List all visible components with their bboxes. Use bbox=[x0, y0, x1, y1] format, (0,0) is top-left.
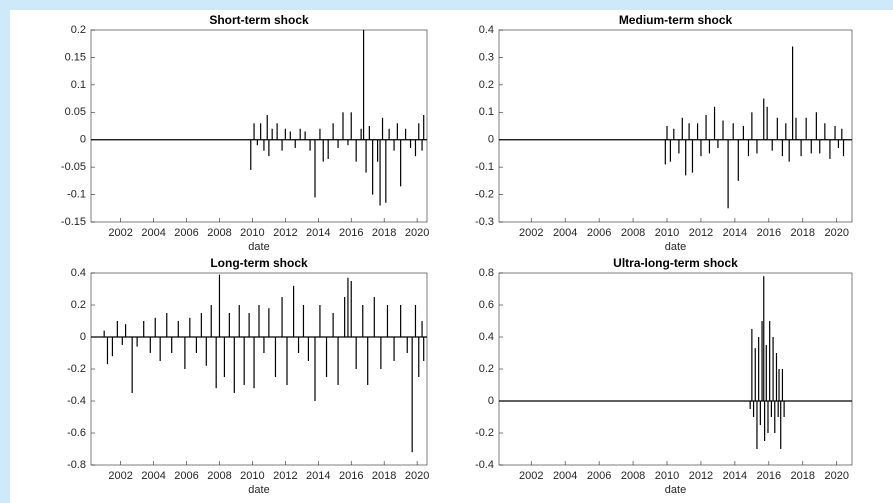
x-tick-label: 2008 bbox=[621, 470, 645, 482]
y-tick-label: -0.2 bbox=[67, 363, 86, 375]
y-tick-label: -0.6 bbox=[67, 427, 86, 439]
y-tick-label: -0.4 bbox=[67, 395, 86, 407]
y-tick-label: 0.2 bbox=[479, 79, 494, 91]
x-tick-label: 2008 bbox=[207, 470, 231, 482]
x-tick-label: 2010 bbox=[655, 227, 679, 239]
y-tick-label: -0.8 bbox=[67, 459, 86, 471]
y-tick-label: -0.1 bbox=[475, 161, 494, 173]
x-tick-label: 2010 bbox=[240, 227, 264, 239]
x-tick-label: 2010 bbox=[655, 470, 679, 482]
axes-box bbox=[90, 272, 428, 466]
x-tick-label: 2012 bbox=[273, 227, 297, 239]
x-tick-label: 2002 bbox=[519, 227, 543, 239]
x-axis-label: date bbox=[248, 484, 269, 496]
x-tick-label: 2006 bbox=[587, 470, 611, 482]
x-tick-label: 2014 bbox=[723, 227, 747, 239]
y-tick-label: -0.2 bbox=[475, 188, 494, 200]
x-tick-label: 2006 bbox=[174, 470, 198, 482]
y-tick-label: 0 bbox=[80, 134, 86, 146]
axes-box bbox=[90, 29, 428, 223]
x-axis-label: date bbox=[665, 484, 686, 496]
x-tick-label: 2002 bbox=[519, 470, 543, 482]
x-tick-label: 2008 bbox=[621, 227, 645, 239]
x-tick-label: 2010 bbox=[240, 470, 264, 482]
y-tick-label: -0.3 bbox=[475, 216, 494, 228]
x-tick-label: 2008 bbox=[207, 227, 231, 239]
x-tick-label: 2020 bbox=[405, 227, 429, 239]
x-tick-label: 2002 bbox=[108, 227, 132, 239]
y-tick-label: 0 bbox=[488, 395, 494, 407]
y-tick-label: 0.4 bbox=[71, 267, 86, 279]
x-tick-label: 2014 bbox=[306, 470, 330, 482]
y-tick-label: 0.4 bbox=[479, 331, 494, 343]
y-tick-label: 0.4 bbox=[479, 24, 494, 36]
y-tick-label: 0 bbox=[488, 134, 494, 146]
x-tick-label: 2012 bbox=[689, 470, 713, 482]
x-tick-label: 2002 bbox=[108, 470, 132, 482]
x-tick-label: 2014 bbox=[723, 470, 747, 482]
chart-title: Ultra-long-term shock bbox=[613, 256, 738, 270]
x-tick-label: 2006 bbox=[174, 227, 198, 239]
y-tick-label: 0.6 bbox=[479, 299, 494, 311]
y-tick-label: 0.2 bbox=[479, 363, 494, 375]
y-tick-label: 0.1 bbox=[71, 79, 86, 91]
chart-title: Short-term shock bbox=[209, 13, 309, 27]
x-tick-label: 2016 bbox=[339, 470, 363, 482]
x-tick-label: 2012 bbox=[689, 227, 713, 239]
x-tick-label: 2018 bbox=[372, 470, 396, 482]
x-tick-label: 2004 bbox=[141, 470, 165, 482]
x-tick-label: 2016 bbox=[339, 227, 363, 239]
x-tick-label: 2020 bbox=[824, 470, 848, 482]
x-tick-label: 2014 bbox=[306, 227, 330, 239]
chart-title: Long-term shock bbox=[210, 256, 308, 270]
x-tick-label: 2020 bbox=[824, 227, 848, 239]
figure: Short-term shock date 2002 2004 2006 2008 2010… bbox=[10, 10, 893, 503]
y-tick-label: -0.4 bbox=[475, 459, 494, 471]
y-tick-label: 0.1 bbox=[479, 106, 494, 118]
axes-box bbox=[498, 29, 853, 223]
y-tick-label: -0.2 bbox=[475, 427, 494, 439]
y-tick-label: -0.1 bbox=[67, 188, 86, 200]
x-tick-label: 2016 bbox=[757, 227, 781, 239]
x-tick-label: 2018 bbox=[791, 227, 815, 239]
x-tick-label: 2012 bbox=[273, 470, 297, 482]
x-axis-label: date bbox=[248, 241, 269, 253]
y-tick-label: 0 bbox=[80, 331, 86, 343]
y-tick-label: -0.05 bbox=[61, 161, 86, 173]
x-tick-label: 2004 bbox=[141, 227, 165, 239]
x-axis-label: date bbox=[665, 241, 686, 253]
x-tick-label: 2020 bbox=[405, 470, 429, 482]
x-tick-label: 2006 bbox=[587, 227, 611, 239]
y-tick-label: 0.2 bbox=[71, 24, 86, 36]
y-tick-label: -0.15 bbox=[61, 216, 86, 228]
x-tick-label: 2016 bbox=[757, 470, 781, 482]
y-tick-label: 0.3 bbox=[479, 51, 494, 63]
x-tick-label: 2018 bbox=[791, 470, 815, 482]
chart-title: Medium-term shock bbox=[619, 13, 733, 27]
x-tick-label: 2018 bbox=[372, 227, 396, 239]
y-tick-label: 0.2 bbox=[71, 299, 86, 311]
axes-box bbox=[498, 272, 853, 466]
y-tick-label: 0.15 bbox=[65, 51, 86, 63]
y-tick-label: 0.05 bbox=[65, 106, 86, 118]
x-tick-label: 2004 bbox=[553, 227, 577, 239]
y-tick-label: 0.8 bbox=[479, 267, 494, 279]
x-tick-label: 2004 bbox=[553, 470, 577, 482]
